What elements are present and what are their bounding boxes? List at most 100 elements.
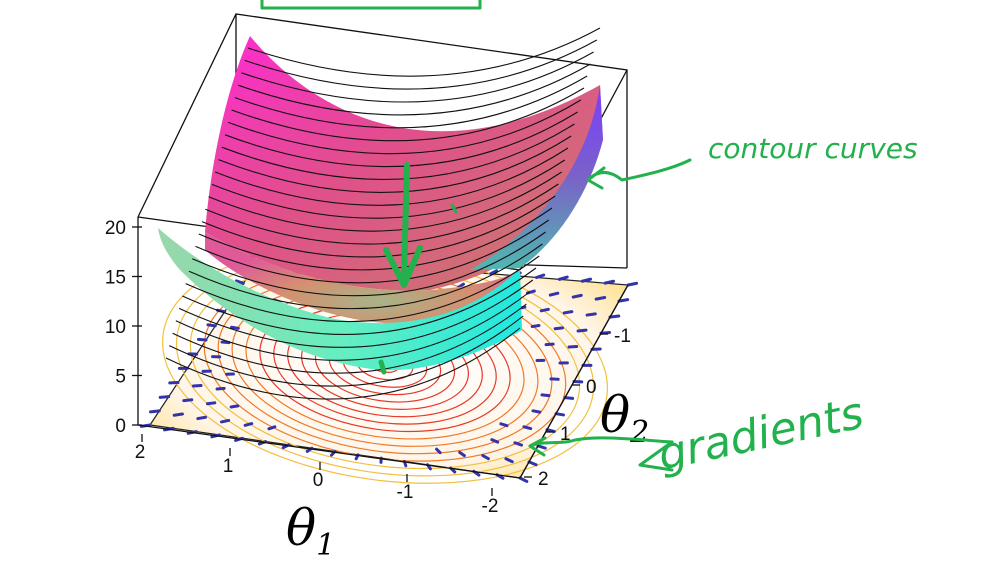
gradient-arrow bbox=[205, 401, 217, 406]
surface-right-face bbox=[470, 85, 603, 270]
z-tick-label: 20 bbox=[105, 218, 126, 239]
surface-contour-curve bbox=[205, 183, 559, 245]
surface-contour-curve bbox=[214, 147, 569, 206]
top-box-mark bbox=[260, 0, 482, 10]
gradient-arrow bbox=[490, 438, 500, 444]
gradient-arrow bbox=[513, 441, 524, 447]
surface-contour-curves bbox=[165, 27, 601, 400]
surface-contour-curve bbox=[192, 231, 546, 297]
gradient-arrow bbox=[599, 331, 611, 335]
gradient-arrow bbox=[527, 460, 538, 467]
gradient-arrow bbox=[191, 383, 203, 388]
gradient-arrow bbox=[196, 337, 208, 342]
surface-contour-curve bbox=[185, 255, 540, 323]
surface-contour-curve bbox=[175, 291, 530, 361]
surface-contour-curve bbox=[182, 267, 537, 335]
gradient-arrow bbox=[548, 291, 560, 297]
gradient-arrow bbox=[539, 307, 550, 313]
gradient-arrow bbox=[219, 418, 231, 424]
bowl-surface bbox=[158, 27, 603, 400]
gradient-arrow bbox=[220, 340, 231, 345]
z-axis: 20 15 10 5 0 bbox=[105, 218, 142, 437]
gradient-arrow bbox=[435, 447, 442, 455]
surface-back-face bbox=[205, 36, 603, 291]
y-tick-label: 0 bbox=[586, 377, 597, 398]
gradient-arrow bbox=[617, 298, 630, 303]
gradient-arrow bbox=[267, 425, 277, 431]
surface-front-rim bbox=[158, 228, 522, 371]
gradient-arrow bbox=[585, 312, 597, 317]
z-tick-label: 15 bbox=[105, 268, 126, 289]
gradient-arrow bbox=[206, 323, 217, 328]
gradient-arrow bbox=[626, 281, 639, 287]
surface-contour-curve bbox=[198, 207, 553, 271]
gradient-arrow bbox=[158, 395, 171, 399]
gradient-arrow bbox=[557, 275, 569, 281]
gradient-arrow bbox=[594, 295, 607, 301]
gradient-arrow bbox=[563, 396, 575, 400]
gradient-arrow bbox=[571, 293, 583, 299]
surface-contour-curve bbox=[165, 327, 521, 400]
gradient-arrow bbox=[489, 269, 499, 276]
gradient-arrow bbox=[230, 325, 240, 330]
gradient-pointer bbox=[528, 436, 674, 457]
theta1-axis: 2 1 0 -1 -2 bbox=[135, 434, 499, 517]
small-tick-mark bbox=[450, 203, 458, 214]
surface-contour-curve bbox=[208, 171, 562, 232]
surface-contour-curve bbox=[231, 87, 585, 142]
gradient-arrow bbox=[149, 409, 161, 414]
contour-pointer bbox=[586, 158, 692, 190]
gradient-arrow bbox=[458, 450, 466, 458]
surface-bowl-interior bbox=[205, 232, 520, 324]
gradient-arrow bbox=[536, 444, 547, 450]
gradient-arrow bbox=[518, 476, 529, 483]
surface-contour-curve bbox=[244, 39, 598, 90]
surface-contour-curve bbox=[234, 75, 588, 129]
x-tick-label: 2 bbox=[135, 442, 146, 463]
y-tick-label: 2 bbox=[538, 469, 549, 490]
gradient-arrow bbox=[234, 279, 245, 285]
gradient-arrow bbox=[562, 310, 574, 315]
gradient-arrow bbox=[608, 314, 621, 319]
surface-contour-curve bbox=[224, 111, 578, 168]
theta1-axis-title: θ1 bbox=[286, 499, 335, 563]
surface-contour-curve bbox=[247, 27, 601, 77]
gradient-arrow bbox=[535, 273, 546, 279]
z-tick-label: 5 bbox=[115, 367, 126, 388]
x-tick-label: -1 bbox=[397, 482, 414, 503]
gradient-arrow bbox=[540, 393, 551, 398]
surface-contour-curve bbox=[237, 63, 591, 116]
gradient-arrow bbox=[530, 323, 541, 329]
gradient-arrow bbox=[544, 342, 555, 347]
bounding-box-front bbox=[137, 217, 629, 479]
gradient-arrow bbox=[545, 428, 556, 434]
z-tick-label: 10 bbox=[105, 317, 126, 338]
surface-contour-curve bbox=[172, 303, 527, 374]
minimum-dot bbox=[378, 359, 387, 375]
x-tick-label: 1 bbox=[223, 456, 234, 477]
gradient-arrow bbox=[554, 412, 565, 417]
contour-curves-label: contour curves bbox=[708, 132, 918, 165]
gradient-arrow bbox=[481, 454, 490, 461]
gradient-arrow bbox=[243, 422, 254, 427]
gradient-arrow bbox=[522, 425, 533, 431]
x-tick-label: -2 bbox=[482, 496, 499, 517]
descent-arrow bbox=[401, 162, 410, 278]
gradient-arrow bbox=[457, 282, 465, 289]
surface-contour-curve bbox=[188, 243, 543, 310]
descent-arrowhead bbox=[383, 245, 423, 288]
surface-contour-curve bbox=[195, 219, 550, 284]
gradient-arrow bbox=[576, 328, 588, 333]
gradient-arrow bbox=[580, 277, 593, 283]
gradient-arrow bbox=[499, 422, 509, 428]
surface-contour-curve bbox=[169, 315, 524, 387]
gradient-arrow bbox=[172, 412, 184, 417]
gradient-arrow bbox=[603, 279, 616, 285]
surface-contour-curve bbox=[178, 279, 534, 348]
x-tick-label: 0 bbox=[313, 470, 324, 491]
surface-contour-curve bbox=[241, 51, 594, 103]
gradient-arrow bbox=[229, 404, 240, 409]
gradient-arrow bbox=[182, 398, 194, 403]
gradient-arrow bbox=[553, 326, 564, 331]
